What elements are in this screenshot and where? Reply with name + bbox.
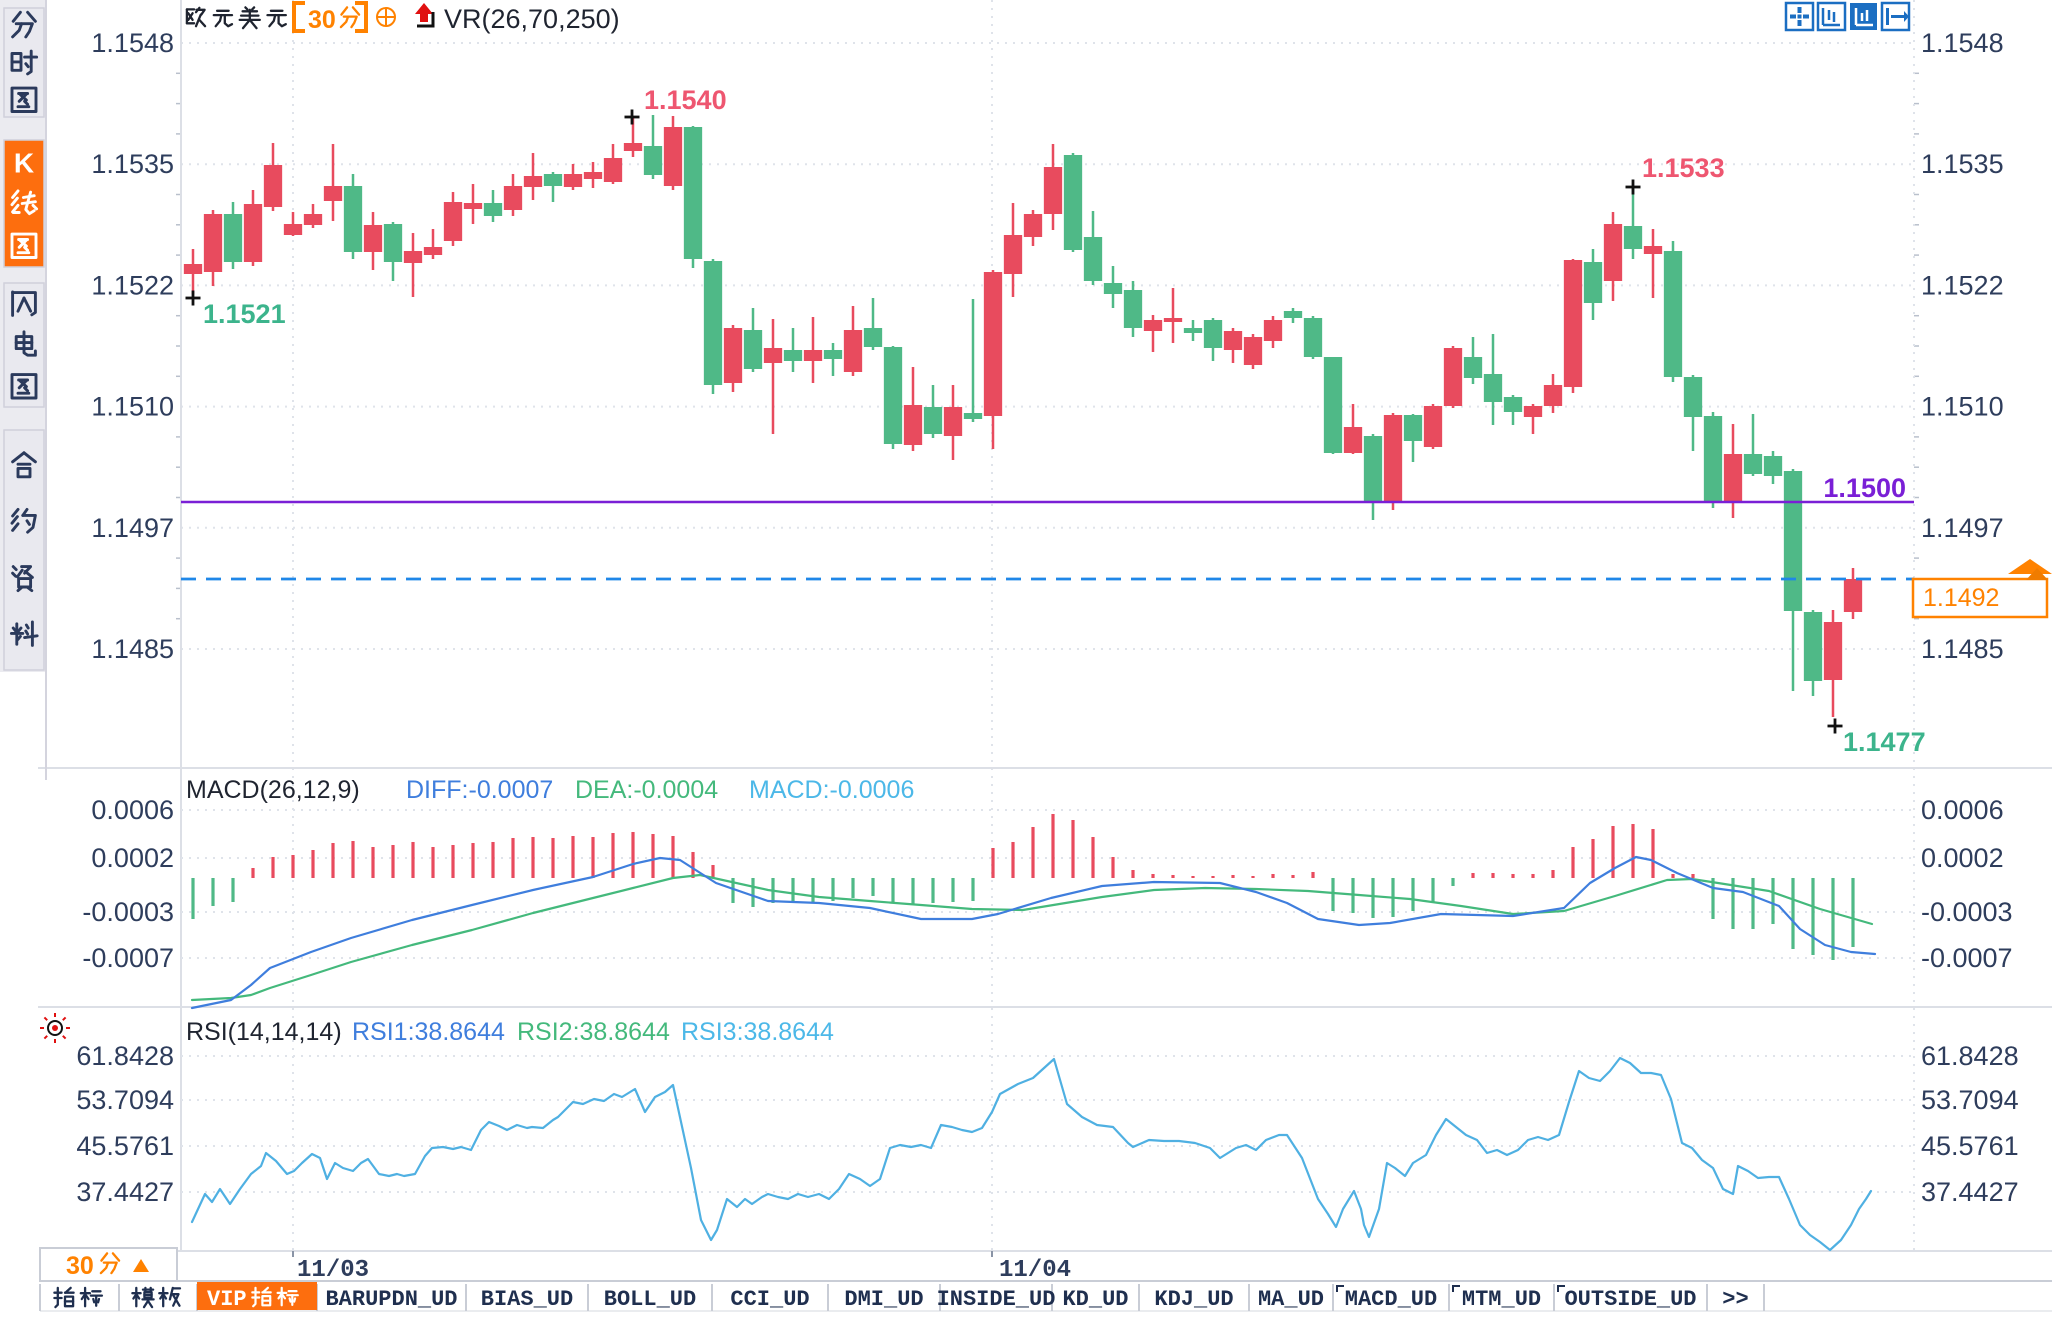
svg-text:DMI_UD: DMI_UD bbox=[844, 1287, 923, 1312]
svg-text:VIP: VIP bbox=[207, 1287, 247, 1312]
svg-text:1.1510: 1.1510 bbox=[91, 392, 174, 422]
svg-text:BARUPDN_UD: BARUPDN_UD bbox=[325, 1287, 457, 1312]
svg-text:1.1477: 1.1477 bbox=[1843, 727, 1926, 757]
svg-text:VR(26,70,250): VR(26,70,250) bbox=[444, 4, 620, 34]
svg-text:KDJ_UD: KDJ_UD bbox=[1154, 1287, 1233, 1312]
svg-text:1.1535: 1.1535 bbox=[91, 149, 174, 179]
svg-text:1.1485: 1.1485 bbox=[1921, 634, 2004, 664]
svg-text:1.1535: 1.1535 bbox=[1921, 149, 2004, 179]
svg-text:45.5761: 45.5761 bbox=[76, 1131, 174, 1161]
svg-text:0.0006: 0.0006 bbox=[1921, 795, 2004, 825]
svg-text:BIAS_UD: BIAS_UD bbox=[481, 1287, 573, 1312]
svg-text:37.4427: 37.4427 bbox=[1921, 1177, 2019, 1207]
svg-text:MACD:-0.0006: MACD:-0.0006 bbox=[749, 776, 914, 804]
svg-text:RSI(14,14,14): RSI(14,14,14) bbox=[186, 1018, 342, 1046]
svg-text:1.1510: 1.1510 bbox=[1921, 392, 2004, 422]
svg-text:MACD_UD: MACD_UD bbox=[1345, 1287, 1437, 1312]
svg-text:BOLL_UD: BOLL_UD bbox=[604, 1287, 696, 1312]
svg-text:1.1522: 1.1522 bbox=[1921, 270, 2004, 300]
svg-text:1.1492: 1.1492 bbox=[1923, 584, 1999, 612]
svg-text:11/03: 11/03 bbox=[297, 1257, 369, 1284]
svg-text:MA_UD: MA_UD bbox=[1258, 1287, 1324, 1312]
svg-text:1.1497: 1.1497 bbox=[91, 513, 174, 543]
svg-text:INSIDE_UD: INSIDE_UD bbox=[937, 1287, 1056, 1312]
svg-text:45.5761: 45.5761 bbox=[1921, 1131, 2019, 1161]
svg-text:0.0002: 0.0002 bbox=[91, 843, 174, 873]
svg-text:37.4427: 37.4427 bbox=[76, 1177, 174, 1207]
svg-text:-0.0007: -0.0007 bbox=[82, 943, 174, 973]
svg-text:KD_UD: KD_UD bbox=[1062, 1287, 1128, 1312]
svg-text:61.8428: 61.8428 bbox=[1921, 1041, 2019, 1071]
svg-text:1.1485: 1.1485 bbox=[91, 634, 174, 664]
svg-text:53.7094: 53.7094 bbox=[1921, 1085, 2019, 1115]
svg-text:MACD(26,12,9): MACD(26,12,9) bbox=[186, 776, 360, 804]
svg-text:MTM_UD: MTM_UD bbox=[1462, 1287, 1541, 1312]
svg-text:-0.0007: -0.0007 bbox=[1921, 943, 2013, 973]
svg-text:1.1500: 1.1500 bbox=[1823, 473, 1906, 503]
svg-text:DIFF:-0.0007: DIFF:-0.0007 bbox=[406, 776, 553, 804]
svg-text:1.1548: 1.1548 bbox=[91, 28, 174, 58]
svg-text:-0.0003: -0.0003 bbox=[1921, 897, 2013, 927]
svg-text:RSI3:38.8644: RSI3:38.8644 bbox=[681, 1018, 834, 1046]
svg-text:1.1548: 1.1548 bbox=[1921, 28, 2004, 58]
svg-text:RSI1:38.8644: RSI1:38.8644 bbox=[352, 1018, 505, 1046]
svg-text:0.0006: 0.0006 bbox=[91, 795, 174, 825]
svg-text:11/04: 11/04 bbox=[999, 1257, 1071, 1284]
svg-text:61.8428: 61.8428 bbox=[76, 1041, 174, 1071]
svg-text:1.1522: 1.1522 bbox=[91, 270, 174, 300]
svg-text:0.0002: 0.0002 bbox=[1921, 843, 2004, 873]
svg-text:>>: >> bbox=[1722, 1287, 1748, 1312]
svg-text:DEA:-0.0004: DEA:-0.0004 bbox=[575, 776, 718, 804]
svg-text:1.1533: 1.1533 bbox=[1642, 153, 1725, 183]
svg-text:1.1497: 1.1497 bbox=[1921, 513, 2004, 543]
svg-text:1.1521: 1.1521 bbox=[203, 299, 286, 329]
svg-text:30: 30 bbox=[308, 6, 336, 34]
svg-text:OUTSIDE_UD: OUTSIDE_UD bbox=[1564, 1287, 1696, 1312]
svg-text:CCI_UD: CCI_UD bbox=[730, 1287, 809, 1312]
svg-text:-0.0003: -0.0003 bbox=[82, 897, 174, 927]
svg-text:30: 30 bbox=[66, 1252, 94, 1280]
svg-text:RSI2:38.8644: RSI2:38.8644 bbox=[517, 1018, 670, 1046]
svg-text:53.7094: 53.7094 bbox=[76, 1085, 174, 1115]
svg-text:K: K bbox=[14, 148, 34, 179]
svg-text:1.1540: 1.1540 bbox=[644, 85, 727, 115]
